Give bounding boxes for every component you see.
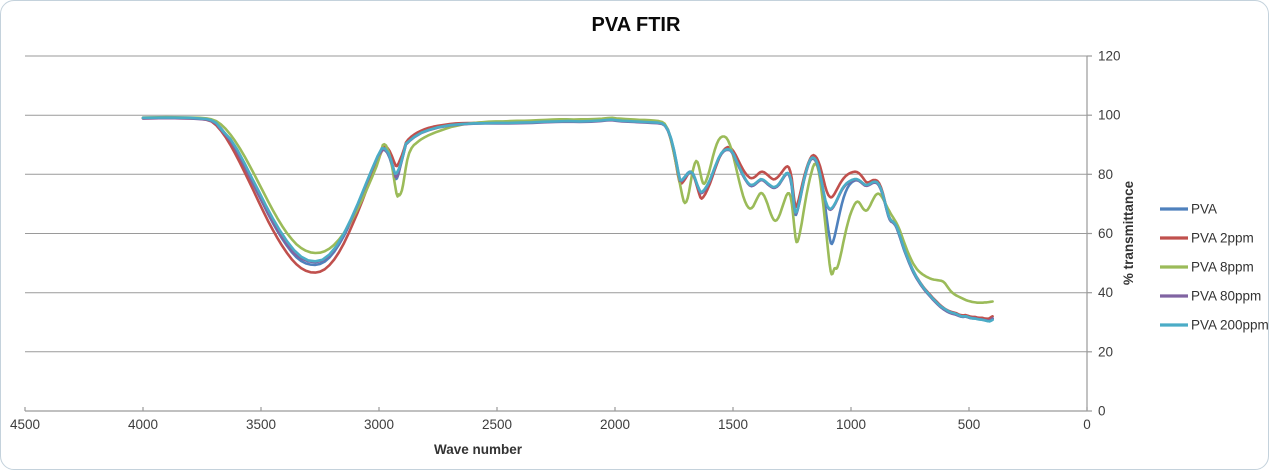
y-tick-label-80: 80 xyxy=(1098,167,1113,182)
x-tick-label-0: 0 xyxy=(1083,417,1091,432)
gridlines xyxy=(25,55,1087,412)
legend-item-pva-200ppm[interactable]: PVA 200ppm xyxy=(1160,318,1269,333)
series-lines xyxy=(25,56,1087,411)
x-tick-label-4000: 4000 xyxy=(128,417,158,432)
x-tick-label-3500: 3500 xyxy=(246,417,276,432)
x-tick-label-500: 500 xyxy=(958,417,981,432)
legend-label: PVA 200ppm xyxy=(1191,318,1269,333)
x-tick-label-1000: 1000 xyxy=(836,417,866,432)
y-tick-label-20: 20 xyxy=(1098,344,1113,359)
y-tick-label-0: 0 xyxy=(1098,404,1106,419)
legend-item-pva[interactable]: PVA xyxy=(1160,202,1217,217)
legend-item-pva-8ppm[interactable]: PVA 8ppm xyxy=(1160,260,1254,275)
x-tick-label-2000: 2000 xyxy=(600,417,630,432)
legend-label: PVA 8ppm xyxy=(1191,260,1254,275)
legend-label: PVA xyxy=(1191,202,1217,217)
plot-area[interactable] xyxy=(25,56,1087,411)
x-tick-label-3000: 3000 xyxy=(364,417,394,432)
series-line-pva-8ppm[interactable] xyxy=(141,115,994,304)
legend-item-pva-2ppm[interactable]: PVA 2ppm xyxy=(1160,231,1254,246)
y-tick-label-100: 100 xyxy=(1098,108,1121,123)
chart-title[interactable]: PVA FTIR xyxy=(592,14,681,36)
axes: 4500 4000 3500 3000 2500 2000 1500 1000 500 00 20 4… xyxy=(10,49,1121,433)
x-tick-label-4500: 4500 xyxy=(10,417,40,432)
series-line-pva-200ppm[interactable] xyxy=(141,116,994,323)
legend-label: PVA 80ppm xyxy=(1191,289,1261,304)
x-tick-label-1500: 1500 xyxy=(718,417,748,432)
x-tick-label-2500: 2500 xyxy=(482,417,512,432)
legend-label: PVA 2ppm xyxy=(1191,231,1254,246)
x-axis-title[interactable]: Wave number xyxy=(434,442,523,457)
y-tick-label-40: 40 xyxy=(1098,285,1113,300)
legend: PVA PVA 2ppm PVA 8ppm PVA 80ppm PVA 200ppm xyxy=(1160,202,1269,333)
y-axis-title[interactable]: % transmittance xyxy=(1121,180,1136,285)
legend-item-pva-80ppm[interactable]: PVA 80ppm xyxy=(1160,289,1261,304)
y-tick-label-60: 60 xyxy=(1098,226,1113,241)
y-tick-label-120: 120 xyxy=(1098,49,1121,64)
